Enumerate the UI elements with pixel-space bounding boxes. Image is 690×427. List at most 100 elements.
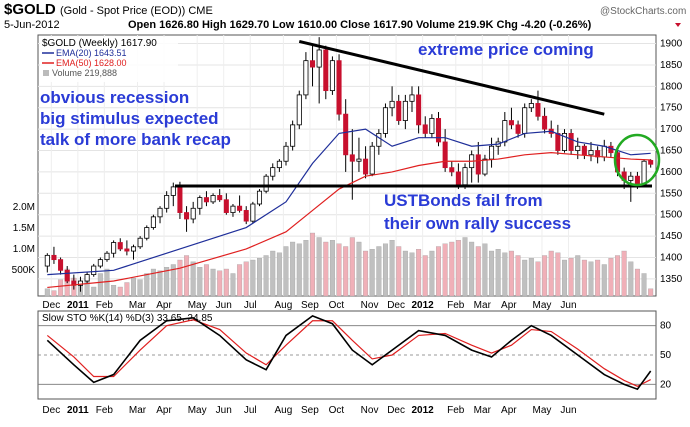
volume-bar	[197, 267, 203, 297]
stochastic-x-tick-label: Mar	[474, 405, 492, 416]
stochastic-x-tick-label: May	[188, 405, 207, 416]
price-candle	[561, 129, 568, 153]
change-down-icon	[675, 23, 681, 27]
stochastic-x-tick-label: Mar	[129, 405, 147, 416]
price-candle	[336, 54, 342, 121]
volume-bar	[356, 241, 362, 297]
price-candle	[250, 201, 256, 224]
volume-bar	[363, 250, 369, 297]
volume-bar	[329, 240, 335, 297]
price-candle	[230, 204, 236, 217]
price-candle	[104, 251, 110, 262]
price-candle	[237, 195, 243, 213]
legend-volume: Volume 219,888	[52, 68, 117, 78]
volume-bar	[111, 285, 117, 297]
price-x-tick-label: Mar	[129, 300, 147, 311]
price-candle	[190, 201, 196, 224]
price-candle	[515, 120, 521, 138]
volume-bar	[349, 237, 355, 297]
price-candle	[402, 94, 408, 130]
price-candle	[144, 225, 150, 241]
price-candle	[329, 56, 335, 95]
stochastic-d-line	[46, 319, 651, 387]
price-candle	[535, 90, 541, 121]
price-tick-label: 1850	[660, 60, 683, 71]
price-candle	[389, 86, 395, 117]
volume-bar	[628, 261, 634, 297]
price-candle	[130, 244, 137, 260]
price-tick-label: 1800	[660, 81, 683, 92]
volume-bar	[170, 264, 176, 297]
volume-tick-label: 2.0M	[13, 202, 35, 213]
volume-bar	[150, 268, 156, 297]
price-candle	[542, 107, 548, 134]
price-tick-label: 1900	[660, 39, 683, 50]
volume-bar	[270, 250, 276, 297]
stochastic-x-tick-label: Feb	[447, 405, 465, 416]
price-candle	[124, 240, 130, 256]
volume-bar	[402, 250, 408, 297]
volume-bar	[495, 249, 501, 297]
price-tick-label: 1750	[660, 103, 683, 114]
price-x-tick-label: Apr	[156, 300, 172, 311]
stochastic-tick-label: 80	[660, 321, 672, 332]
price-candle	[283, 141, 289, 166]
price-candle	[376, 129, 382, 155]
price-tick-label: 1450	[660, 231, 683, 242]
price-candle	[343, 99, 349, 172]
volume-bar	[217, 270, 223, 297]
volume-bar	[296, 243, 302, 297]
volume-bar	[482, 243, 488, 297]
stochastic-k-line	[46, 314, 652, 391]
price-candle	[475, 141, 481, 183]
stochastic-x-tick-label: Jun	[560, 405, 576, 416]
volume-bar	[44, 288, 50, 297]
volume-bar	[310, 232, 316, 297]
volume-bar	[621, 250, 627, 297]
price-x-tick-label: Feb	[96, 300, 114, 311]
volume-bar	[210, 268, 216, 297]
price-candle	[409, 86, 415, 113]
highlight-circle	[613, 133, 661, 187]
volume-bar	[568, 258, 574, 297]
price-candle	[528, 99, 534, 113]
price-tick-label: 1550	[660, 188, 683, 199]
price-candle	[575, 137, 581, 160]
price-candle	[58, 257, 64, 275]
price-candle	[84, 272, 90, 284]
volume-bar	[316, 237, 322, 297]
price-candle	[296, 90, 302, 130]
volume-bar	[469, 241, 475, 297]
legend-ema20: EMA(20) 1643.51	[56, 48, 127, 58]
price-candle	[170, 182, 176, 207]
volume-bar	[396, 246, 402, 297]
price-candle	[522, 103, 528, 138]
price-candle	[184, 206, 190, 232]
price-candle	[429, 114, 435, 138]
volume-bar	[376, 246, 382, 297]
volume-bar	[97, 273, 103, 297]
price-candle	[210, 193, 216, 205]
price-candle	[256, 189, 263, 207]
stochastic-x-tick-label: May	[533, 405, 552, 416]
volume-bar	[117, 286, 123, 297]
price-tick-label: 1400	[660, 252, 683, 263]
ohlc-readout: Open 1626.80 High 1629.70 Low 1610.00 Cl…	[128, 19, 592, 31]
price-candle	[316, 37, 322, 104]
volume-bar	[137, 279, 143, 297]
volume-bar	[190, 261, 196, 297]
price-tick-label: 1600	[660, 167, 683, 178]
price-candle	[568, 129, 574, 155]
price-x-tick-label: 2011	[67, 300, 89, 311]
price-tick-label: 1650	[660, 146, 683, 157]
stochastic-x-tick-label: Aug	[274, 405, 292, 416]
volume-bar	[528, 258, 534, 297]
volume-bar	[250, 259, 256, 297]
price-candle	[482, 154, 488, 177]
stochastic-title: Slow STO %K(14) %D(3) 33.65, 24.85	[42, 313, 213, 324]
volume-bar	[502, 252, 508, 297]
chart-symbol: $GOLD	[4, 1, 56, 18]
volume-bar	[323, 241, 329, 297]
volume-tick-label: 1.0M	[13, 244, 35, 255]
ema50-line	[47, 152, 651, 289]
